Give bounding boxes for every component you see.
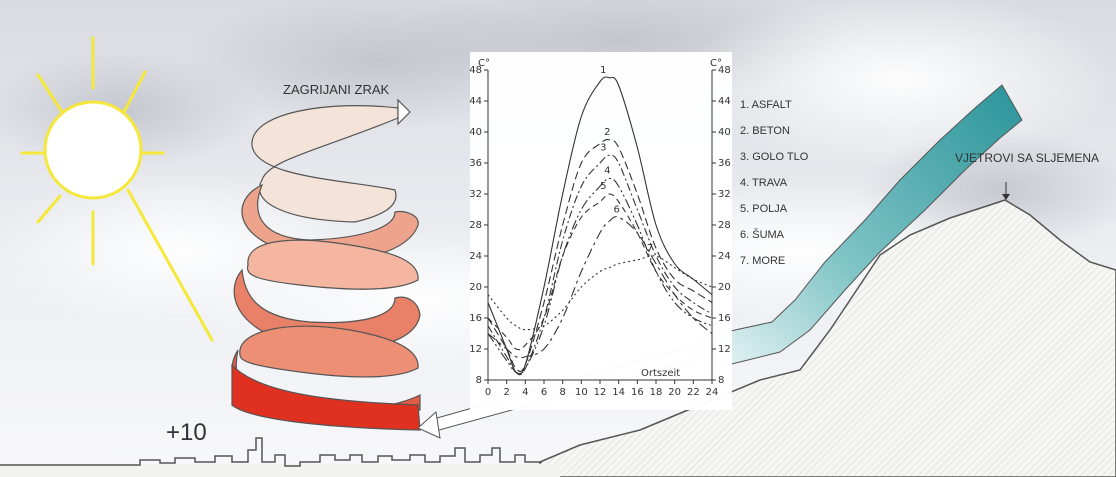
y-tick-label-right: 8 [718, 375, 724, 386]
y-tick-label-left: 20 [469, 282, 482, 293]
x-tick-label: 4 [522, 387, 528, 398]
temperature-label: +10 [166, 419, 207, 446]
x-tick-label: 22 [687, 387, 700, 398]
x-tick-label: 6 [541, 387, 547, 398]
x-tick-label: 8 [559, 387, 565, 398]
y-tick-label-left: 28 [469, 220, 482, 231]
series-label-4: 4 [604, 166, 610, 177]
series-label-7: 7 [647, 243, 653, 254]
legend-item-4: 4. TRAVA [740, 177, 788, 189]
winds-label: VJETROVI SA SLJEMENA [955, 151, 1099, 165]
series-line-7 [487, 255, 713, 331]
heated-air-label: ZAGRIJANI ZRAK [283, 82, 390, 97]
series-line-2 [487, 138, 713, 373]
x-tick-label: 18 [650, 387, 663, 398]
sun-icon [20, 36, 214, 342]
y-tick-label-right: 28 [718, 220, 731, 231]
y-tick-label-right: 36 [718, 158, 731, 169]
series-label-6: 6 [613, 204, 619, 215]
series-label-5: 5 [600, 181, 606, 192]
series-line-5 [487, 193, 713, 351]
y-tick-label-left: 32 [469, 189, 482, 200]
y-tick-label-left: 48 [469, 65, 482, 76]
peak-pointer [1002, 182, 1010, 200]
y-tick-label-left: 8 [476, 375, 482, 386]
series-line-6 [487, 216, 713, 359]
x-tick-label: 2 [503, 387, 509, 398]
y-tick-label-right: 40 [718, 127, 731, 138]
chart-lines: 1 2 3 4 5 6 7 [487, 65, 713, 376]
y-tick-label-right: 16 [718, 313, 731, 324]
y-tick-label-right: 12 [718, 344, 731, 355]
series-line-3 [487, 154, 713, 375]
y-tick-label-left: 44 [469, 96, 482, 107]
city-skyline [0, 437, 542, 467]
y-tick-label-right: 20 [718, 282, 731, 293]
x-tick-label: 0 [485, 387, 491, 398]
legend: 1. ASFALT 2. BETON 3. GOLO TLO 4. TRAVA … [740, 99, 809, 267]
y-tick-label-left: 24 [469, 251, 482, 262]
series-line-1 [487, 76, 713, 376]
legend-item-7: 7. MORE [740, 255, 785, 267]
y-tick-label-right: 32 [718, 189, 731, 200]
y-unit-right: C° [710, 58, 722, 69]
series-line-4 [487, 177, 713, 375]
legend-item-5: 5. POLJA [740, 203, 788, 215]
x-tick-label: 20 [668, 387, 681, 398]
y-tick-label-left: 12 [469, 344, 482, 355]
x-tick-label: 16 [631, 387, 644, 398]
x-axis-label: Ortszeit [641, 368, 680, 379]
x-tick-label: 12 [594, 387, 607, 398]
y-tick-label-right: 44 [718, 96, 731, 107]
heated-air-spiral [231, 98, 421, 431]
legend-item-2: 2. BETON [740, 125, 790, 137]
x-tick-label: 10 [575, 387, 588, 398]
y-tick-label-left: 36 [469, 158, 482, 169]
y-tick-label-right: 24 [718, 251, 731, 262]
series-label-1: 1 [600, 65, 606, 76]
y-unit-left: C° [478, 58, 490, 69]
legend-item-1: 1. ASFALT [740, 99, 792, 111]
legend-item-3: 3. GOLO TLO [740, 151, 809, 163]
ground [0, 464, 560, 477]
series-label-3: 3 [600, 142, 606, 153]
legend-item-6: 6. ŠUMA [740, 228, 785, 241]
x-tick-label: 24 [706, 387, 719, 398]
y-tick-label-left: 16 [469, 313, 482, 324]
x-tick-label: 14 [612, 387, 625, 398]
series-label-2: 2 [604, 127, 610, 138]
y-tick-label-right: 48 [718, 65, 731, 76]
y-tick-label-left: 40 [469, 127, 482, 138]
